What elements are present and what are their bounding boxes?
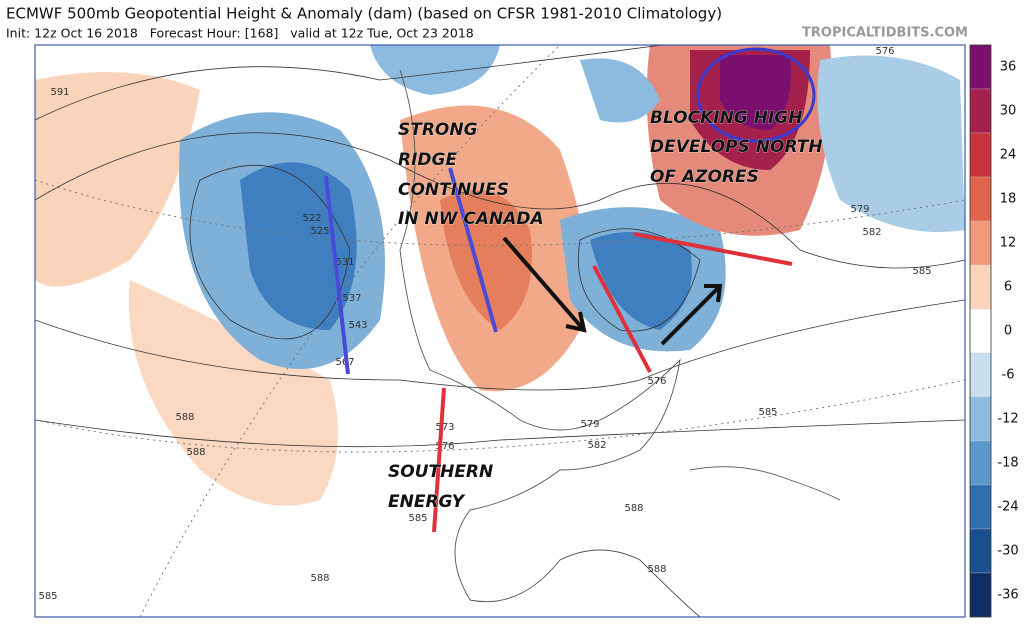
colorbar-swatch bbox=[969, 528, 992, 574]
colorbar-label: 30 bbox=[1000, 104, 1017, 119]
annotation: DEVELOPS NORTH bbox=[650, 137, 823, 157]
contour-label: 585 bbox=[38, 591, 57, 602]
title: ECMWF 500mb Geopotential Height & Anomal… bbox=[6, 5, 722, 23]
colorbar-swatch bbox=[969, 352, 992, 398]
contour-label: 585 bbox=[408, 513, 427, 524]
annotation: CONTINUES bbox=[398, 180, 509, 200]
ridge-line bbox=[633, 232, 793, 266]
highlight-circle bbox=[696, 47, 816, 143]
colorbar-swatch bbox=[969, 88, 992, 134]
contour-label: 522 bbox=[302, 213, 321, 224]
annotation: STRONG bbox=[398, 120, 478, 140]
subtitle: Init: 12z Oct 16 2018 Forecast Hour: [16… bbox=[6, 26, 474, 41]
colorbar-label: -30 bbox=[997, 544, 1018, 559]
contour-label: 579 bbox=[580, 419, 599, 430]
contour-label: 588 bbox=[624, 503, 643, 514]
contour-label: 576 bbox=[435, 441, 454, 452]
contour-label: 531 bbox=[335, 257, 354, 268]
annotation: SOUTHERN bbox=[388, 462, 493, 482]
contour-label: 585 bbox=[912, 266, 931, 277]
colorbar: 36 30 24 18 12 6 0 -6 -12 -18 -24 -30 -36 bbox=[969, 44, 1019, 618]
arrow bbox=[660, 284, 723, 346]
contour-label: 582 bbox=[587, 440, 606, 451]
colorbar-swatch bbox=[969, 440, 992, 486]
annotation: IN NW CANADA bbox=[398, 209, 544, 229]
contour-label: 573 bbox=[435, 422, 454, 433]
contour-label: 543 bbox=[348, 320, 367, 331]
colorbar-swatch bbox=[969, 264, 992, 310]
colorbar-swatch bbox=[969, 176, 992, 222]
colorbar-label: -18 bbox=[997, 456, 1018, 471]
ridge-line bbox=[592, 265, 652, 373]
annotation: RIDGE bbox=[398, 150, 457, 170]
trough-line bbox=[448, 167, 498, 333]
colorbar-frame bbox=[969, 44, 992, 618]
colorbar-swatch bbox=[969, 44, 992, 90]
colorbar-label: -36 bbox=[997, 588, 1018, 603]
colorbar-label: 0 bbox=[1004, 324, 1012, 339]
colorbar-label: -24 bbox=[997, 500, 1018, 515]
colorbar-label: 6 bbox=[1004, 280, 1012, 295]
arrow bbox=[502, 236, 587, 333]
colorbar-swatch bbox=[969, 484, 992, 530]
contour-label: 537 bbox=[342, 293, 361, 304]
colorbar-label: 36 bbox=[1000, 60, 1017, 75]
contour-label: 588 bbox=[647, 564, 666, 575]
contour-label: 588 bbox=[310, 573, 329, 584]
colorbar-swatch bbox=[969, 132, 992, 178]
map: 5915885885855885225255315375435675735765… bbox=[34, 44, 966, 618]
contour-label: 591 bbox=[50, 87, 69, 98]
colorbar-label: -6 bbox=[1002, 368, 1015, 383]
annotation: BLOCKING HIGH bbox=[650, 108, 802, 128]
ridge-line bbox=[432, 387, 446, 533]
annotation: ENERGY bbox=[388, 492, 466, 512]
colorbar-swatch bbox=[969, 572, 992, 618]
watermark: TROPICALTIDBITS.COM bbox=[802, 26, 968, 41]
trough-line bbox=[324, 175, 350, 375]
colorbar-swatch bbox=[969, 220, 992, 266]
contour-label: 525 bbox=[310, 226, 329, 237]
contour-label: 588 bbox=[175, 412, 194, 423]
colorbar-label: -12 bbox=[997, 412, 1018, 427]
contour-label: 579 bbox=[850, 204, 869, 215]
contour-label: 582 bbox=[862, 227, 881, 238]
contour-label: 588 bbox=[186, 447, 205, 458]
annotation: OF AZORES bbox=[650, 167, 759, 187]
contour-label: 585 bbox=[758, 407, 777, 418]
colorbar-label: 18 bbox=[1000, 192, 1017, 207]
colorbar-swatch bbox=[969, 396, 992, 442]
colorbar-label: 12 bbox=[1000, 236, 1017, 251]
colorbar-swatch bbox=[969, 308, 992, 354]
contour-label: 576 bbox=[875, 46, 894, 57]
contour-label: 576 bbox=[647, 376, 666, 387]
colorbar-label: 24 bbox=[1000, 148, 1017, 163]
